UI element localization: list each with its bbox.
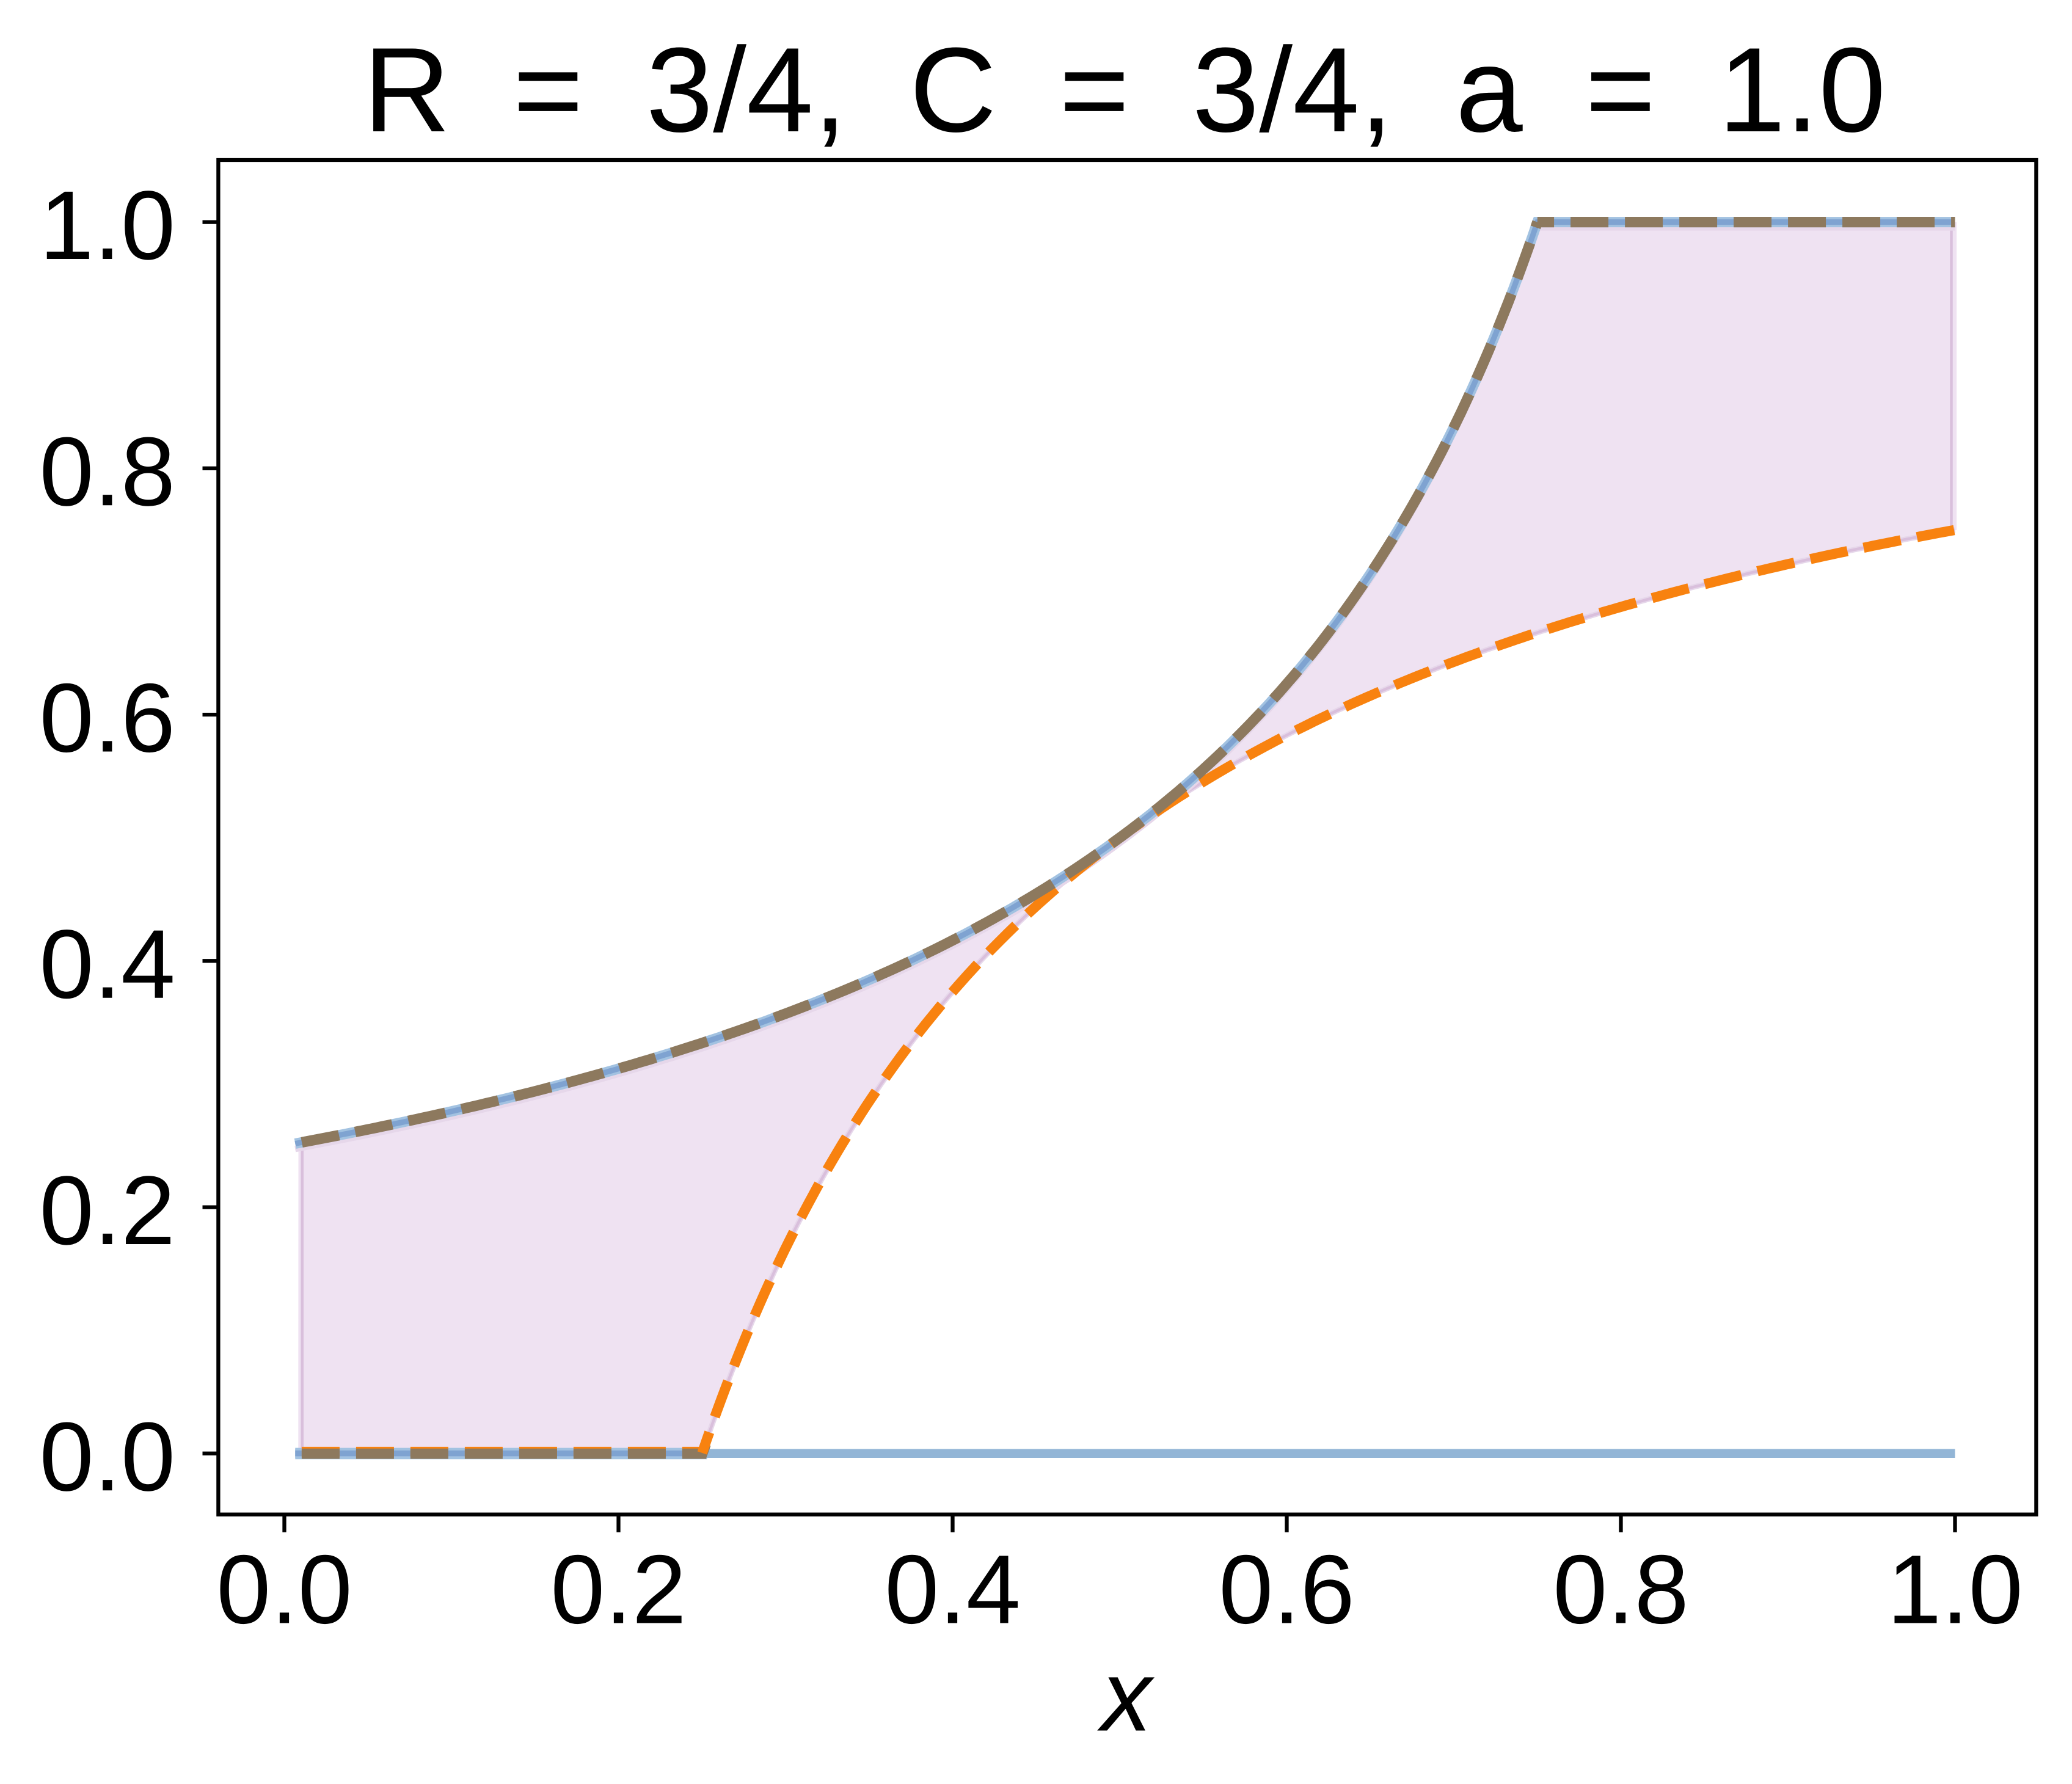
svg-text:0.0: 0.0	[40, 1402, 175, 1511]
svg-text:0.2: 0.2	[550, 1535, 686, 1644]
svg-text:0.2: 0.2	[40, 1156, 175, 1265]
svg-text:0.8: 0.8	[40, 417, 175, 526]
svg-text:0.6: 0.6	[1219, 1535, 1354, 1644]
svg-text:x: x	[1097, 1640, 1155, 1752]
svg-text:R = 3/4, C = 3/4, a = 1.0: R = 3/4, C = 3/4, a = 1.0	[363, 23, 1886, 157]
svg-text:0.6: 0.6	[40, 663, 175, 773]
svg-text:0.0: 0.0	[216, 1535, 352, 1644]
svg-text:1.0: 1.0	[40, 170, 175, 280]
svg-text:0.8: 0.8	[1553, 1535, 1688, 1644]
svg-text:1.0: 1.0	[1887, 1535, 2023, 1644]
svg-text:0.4: 0.4	[40, 909, 175, 1019]
svg-text:0.4: 0.4	[885, 1535, 1020, 1644]
